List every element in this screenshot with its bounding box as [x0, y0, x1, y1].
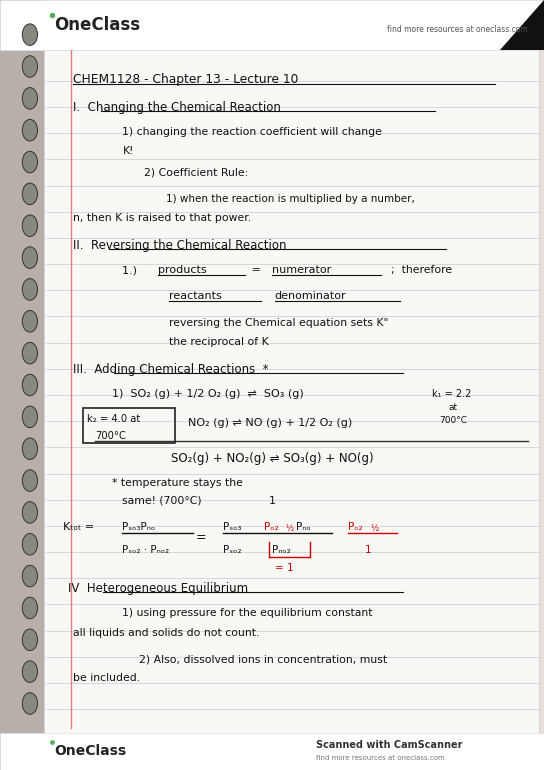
Text: 700°C: 700°C	[440, 417, 467, 425]
Text: 1) when the reaction is multiplied by a number,: 1) when the reaction is multiplied by a …	[166, 194, 415, 204]
Text: 2) Coefficient Rule:: 2) Coefficient Rule:	[144, 168, 249, 178]
Text: k₂ = 4.0 at: k₂ = 4.0 at	[87, 413, 140, 424]
Text: 2) Also, dissolved ions in concentration, must: 2) Also, dissolved ions in concentration…	[139, 654, 387, 664]
Circle shape	[22, 565, 38, 587]
Circle shape	[22, 24, 38, 45]
Circle shape	[22, 374, 38, 396]
Text: Pₙₒ₂: Pₙₒ₂	[272, 545, 290, 555]
Circle shape	[22, 629, 38, 651]
Text: products: products	[158, 266, 206, 276]
Bar	[0, 0, 44, 770]
Text: =: =	[196, 531, 207, 544]
Text: Pₒ₂: Pₒ₂	[264, 522, 279, 532]
Text: Pₛₒ₂: Pₛₒ₂	[223, 545, 242, 555]
Text: at: at	[449, 403, 458, 412]
Text: ½: ½	[286, 524, 294, 533]
Circle shape	[22, 438, 38, 460]
Text: reactants: reactants	[169, 292, 221, 302]
Polygon shape	[500, 0, 544, 50]
Text: the reciprocal of K: the reciprocal of K	[169, 336, 268, 346]
Text: II.  Reversing the Chemical Reaction: II. Reversing the Chemical Reaction	[73, 239, 287, 252]
Circle shape	[22, 470, 38, 491]
Text: Pₛₒ₂ · Pₙₒ₂: Pₛₒ₂ · Pₙₒ₂	[122, 545, 170, 555]
Text: reversing the Chemical equation sets K": reversing the Chemical equation sets K"	[169, 318, 388, 328]
Circle shape	[22, 598, 38, 619]
Text: SO₂(g) + NO₂(g) ⇌ SO₃(g) + NO(g): SO₂(g) + NO₂(g) ⇌ SO₃(g) + NO(g)	[171, 452, 374, 465]
Circle shape	[22, 693, 38, 715]
Bar	[0, 0, 544, 50]
Text: Kₜₒₜ =: Kₜₒₜ =	[63, 522, 94, 532]
Text: denominator: denominator	[275, 292, 347, 302]
Text: 1.): 1.)	[122, 266, 144, 276]
Text: IV  Heterogeneous Equilibrium: IV Heterogeneous Equilibrium	[68, 582, 248, 595]
Bar	[0, 733, 544, 770]
Circle shape	[22, 310, 38, 332]
Text: 1) using pressure for the equilibrium constant: 1) using pressure for the equilibrium co…	[122, 608, 373, 618]
Circle shape	[22, 247, 38, 269]
Circle shape	[22, 119, 38, 141]
Circle shape	[22, 343, 38, 364]
Text: NO₂ (g) ⇌ NO (g) + 1/2 O₂ (g): NO₂ (g) ⇌ NO (g) + 1/2 O₂ (g)	[188, 417, 352, 427]
Text: CHEM1128 - Chapter 13 - Lecture 10: CHEM1128 - Chapter 13 - Lecture 10	[73, 73, 299, 86]
Text: 1: 1	[364, 545, 371, 555]
Text: 1) changing the reaction coefficient will change: 1) changing the reaction coefficient wil…	[122, 127, 382, 137]
Bar	[44, 50, 539, 735]
Text: same! (700°C): same! (700°C)	[122, 496, 202, 506]
Circle shape	[22, 661, 38, 682]
Text: 1)  SO₂ (g) + 1/2 O₂ (g)  ⇌  SO₃ (g): 1) SO₂ (g) + 1/2 O₂ (g) ⇌ SO₃ (g)	[112, 389, 303, 399]
Text: Pₙₒ: Pₙₒ	[296, 522, 311, 532]
Text: k₁ = 2.2: k₁ = 2.2	[432, 389, 472, 399]
Circle shape	[22, 55, 38, 77]
Text: find more resources at oneclass.com: find more resources at oneclass.com	[387, 25, 528, 34]
Circle shape	[22, 151, 38, 172]
Text: Pₒ₂: Pₒ₂	[348, 522, 363, 532]
Text: Pₛₒ₃: Pₛₒ₃	[223, 522, 242, 532]
Text: 1: 1	[269, 496, 276, 506]
Text: = 1: = 1	[275, 564, 293, 574]
Text: be included.: be included.	[73, 673, 140, 683]
Circle shape	[22, 215, 38, 236]
Text: ½: ½	[370, 524, 378, 533]
Text: 700°C: 700°C	[95, 430, 126, 440]
Text: n, then K is raised to that power.: n, then K is raised to that power.	[73, 213, 251, 223]
Text: ;  therefore: ; therefore	[384, 266, 452, 276]
Circle shape	[22, 406, 38, 427]
Text: all liquids and solids do not count.: all liquids and solids do not count.	[73, 628, 260, 638]
Text: * temperature stays the: * temperature stays the	[112, 478, 243, 488]
Text: OneClass: OneClass	[54, 744, 127, 758]
Text: Scanned with CamScanner: Scanned with CamScanner	[316, 741, 462, 750]
Text: Pₛₒ₃Pₙₒ: Pₛₒ₃Pₙₒ	[122, 522, 156, 532]
Text: numerator: numerator	[272, 266, 331, 276]
Text: find more resources at oneclass.com: find more resources at oneclass.com	[316, 755, 444, 762]
Circle shape	[22, 279, 38, 300]
Circle shape	[22, 183, 38, 205]
Text: K!: K!	[122, 146, 134, 156]
Text: III.  Adding Chemical Reactions  *: III. Adding Chemical Reactions *	[73, 363, 269, 376]
Circle shape	[22, 534, 38, 555]
Text: I.  Changing the Chemical Reaction: I. Changing the Chemical Reaction	[73, 101, 281, 114]
Text: OneClass: OneClass	[54, 15, 140, 34]
Circle shape	[22, 88, 38, 109]
Circle shape	[22, 501, 38, 523]
Text: =: =	[248, 266, 264, 276]
